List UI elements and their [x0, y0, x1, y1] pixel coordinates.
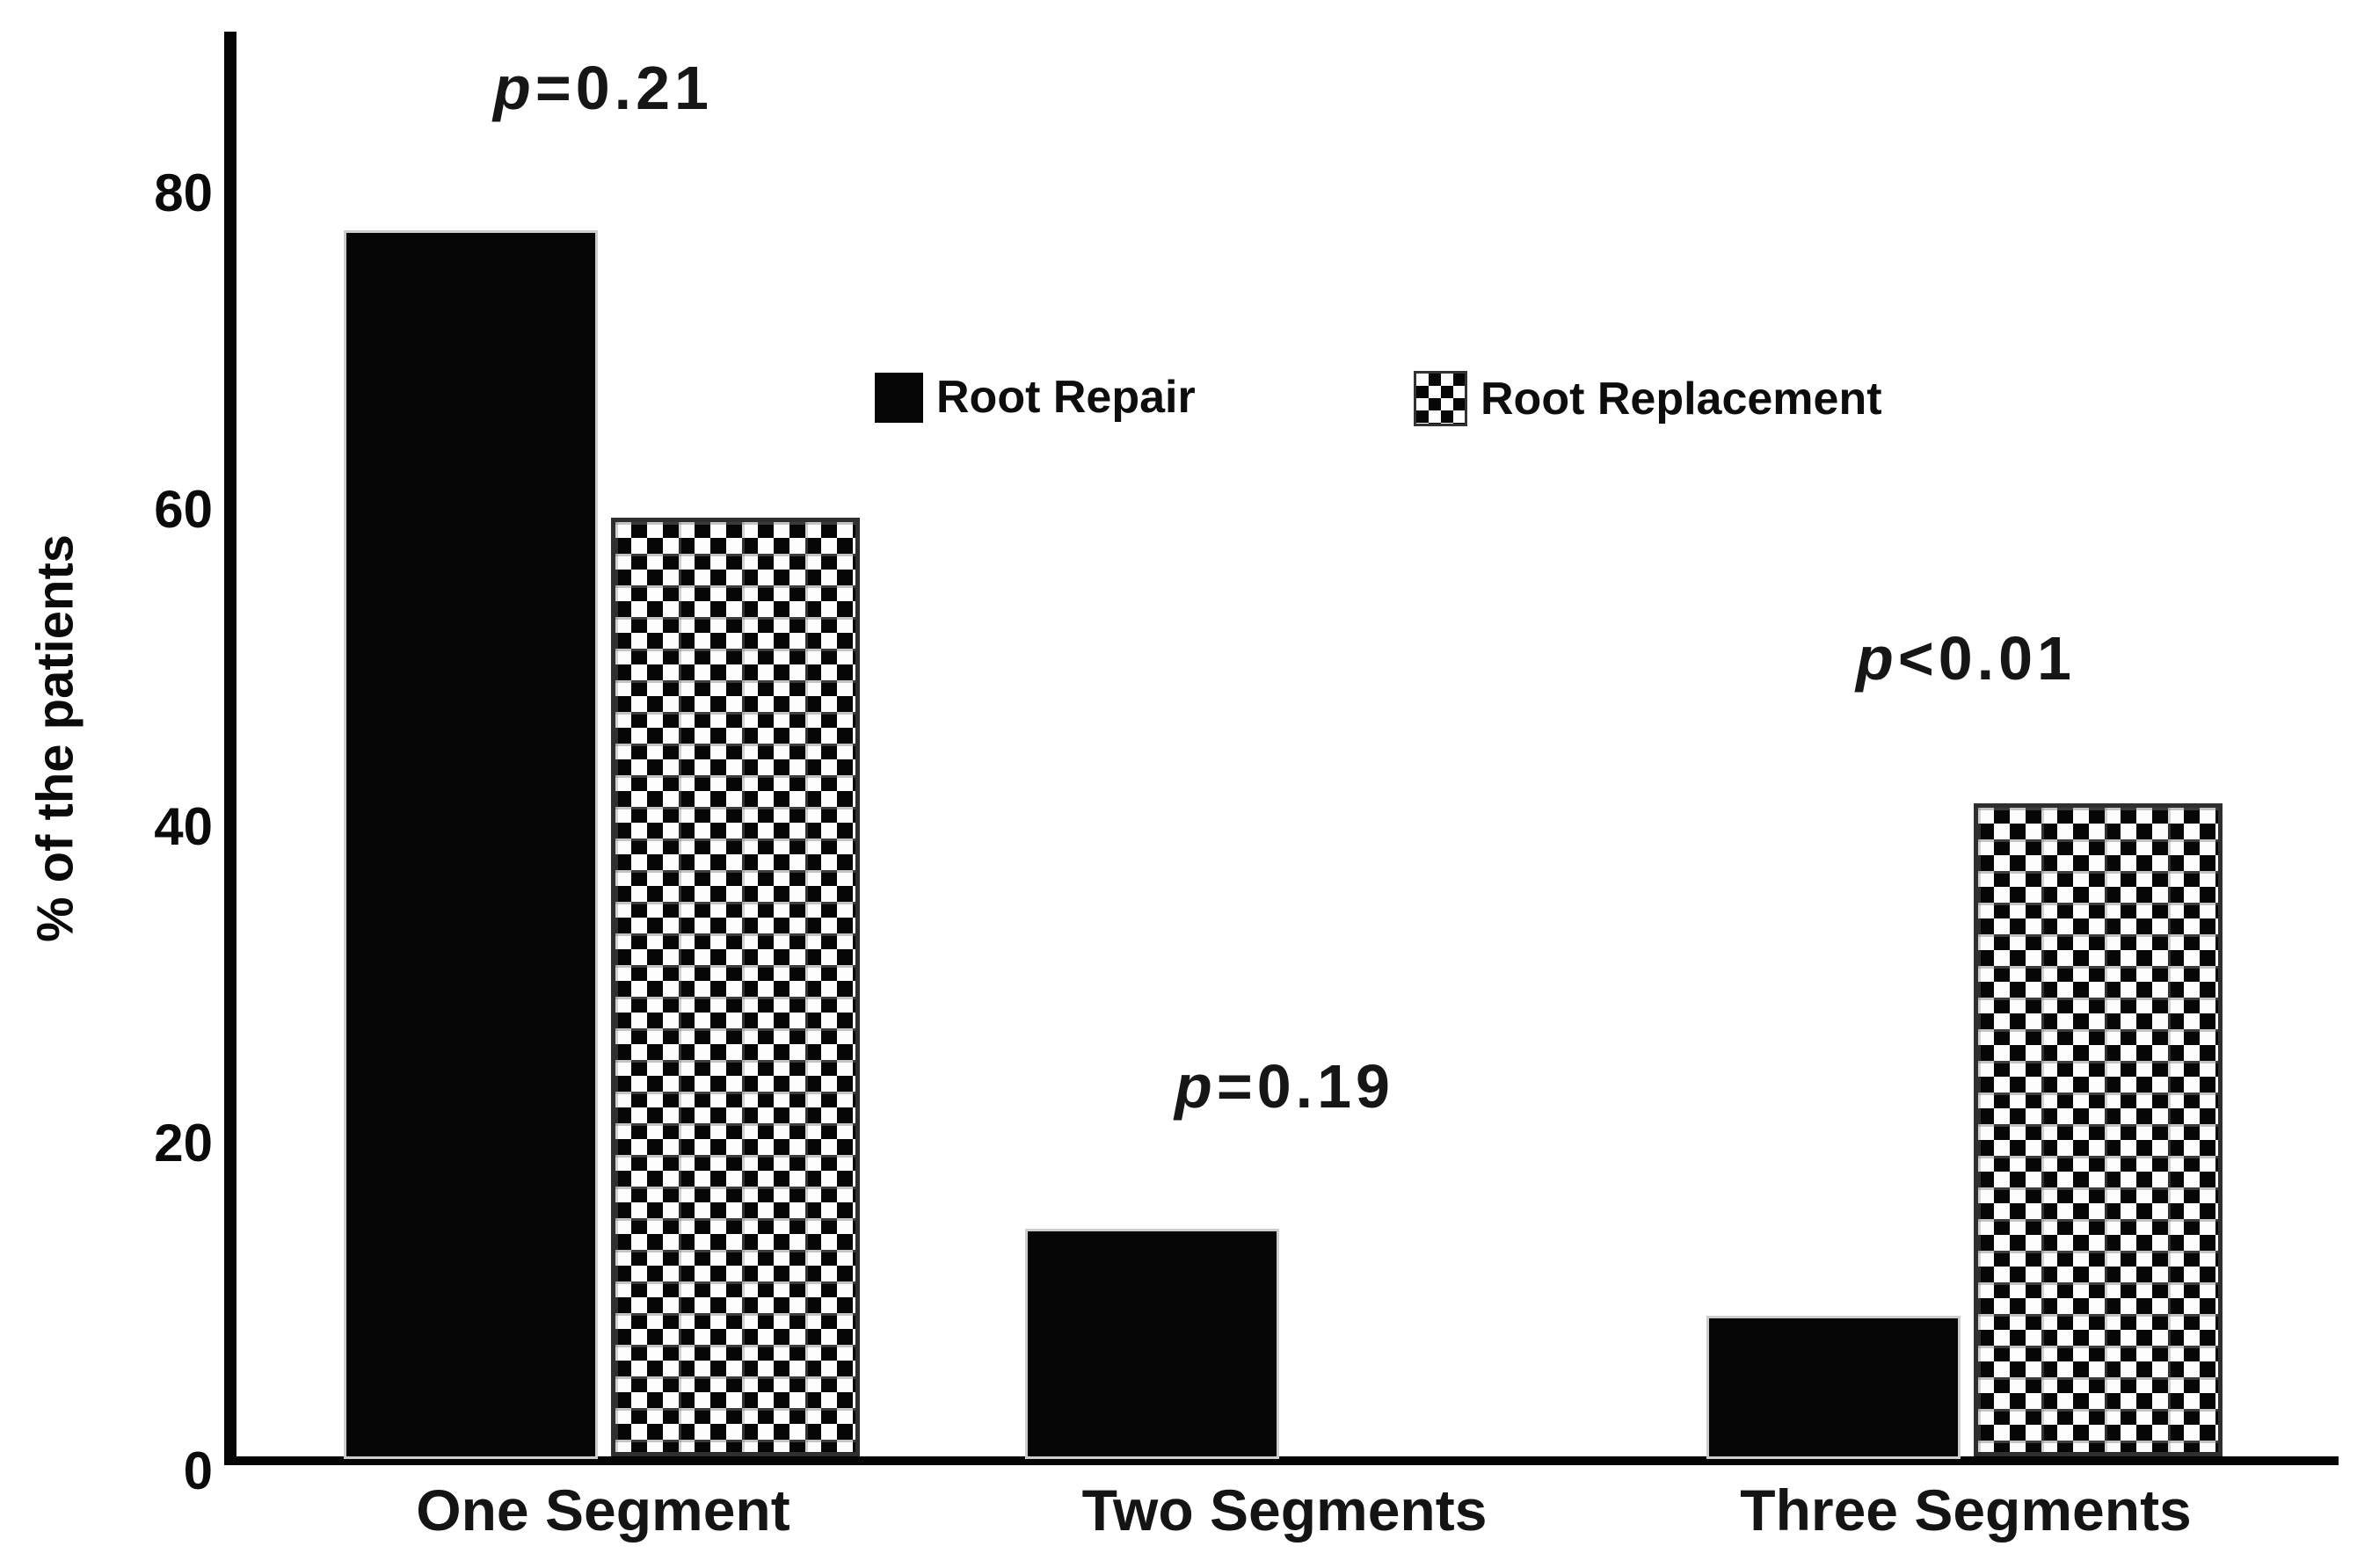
legend-item: Root Replacement — [1414, 371, 1882, 426]
x-category-label: One Segment — [416, 1477, 790, 1543]
bar-root-replacement — [611, 518, 860, 1456]
p-value-annotation: p=0.21 — [493, 53, 713, 123]
p-italic: p — [1856, 623, 1898, 693]
p-value-text: <0.01 — [1897, 623, 2076, 693]
y-tick-label: 60 — [154, 480, 213, 540]
y-tick-label: 80 — [154, 163, 213, 222]
p-value-text: =0.21 — [535, 53, 713, 122]
p-italic: p — [1175, 1051, 1217, 1121]
y-axis-line — [224, 32, 236, 1465]
p-value-annotation: p=0.19 — [1175, 1051, 1394, 1122]
y-tick-label: 40 — [154, 796, 213, 856]
p-value-text: =0.19 — [1216, 1051, 1394, 1121]
legend-swatch-solid — [875, 372, 923, 423]
x-category-label: Two Segments — [1081, 1477, 1488, 1543]
bar-root-replacement — [1974, 802, 2223, 1456]
x-category-label: Three Segments — [1740, 1477, 2192, 1543]
bar-root-repair — [1028, 1230, 1277, 1456]
y-axis-title: % of the patients — [26, 534, 84, 943]
bar-root-repair — [1709, 1318, 1958, 1456]
legend-label: Root Replacement — [1481, 373, 1882, 425]
legend-label: Root Repair — [936, 372, 1196, 423]
y-tick-label: 20 — [154, 1114, 213, 1173]
y-tick-label: 0 — [183, 1441, 213, 1500]
p-value-annotation: p<0.01 — [1856, 623, 2076, 693]
x-axis-line — [224, 1456, 2339, 1465]
legend-swatch-checkered — [1414, 371, 1467, 426]
legend-item: Root Repair — [875, 371, 1196, 424]
p-italic: p — [493, 53, 535, 122]
bar-root-repair — [346, 232, 595, 1456]
